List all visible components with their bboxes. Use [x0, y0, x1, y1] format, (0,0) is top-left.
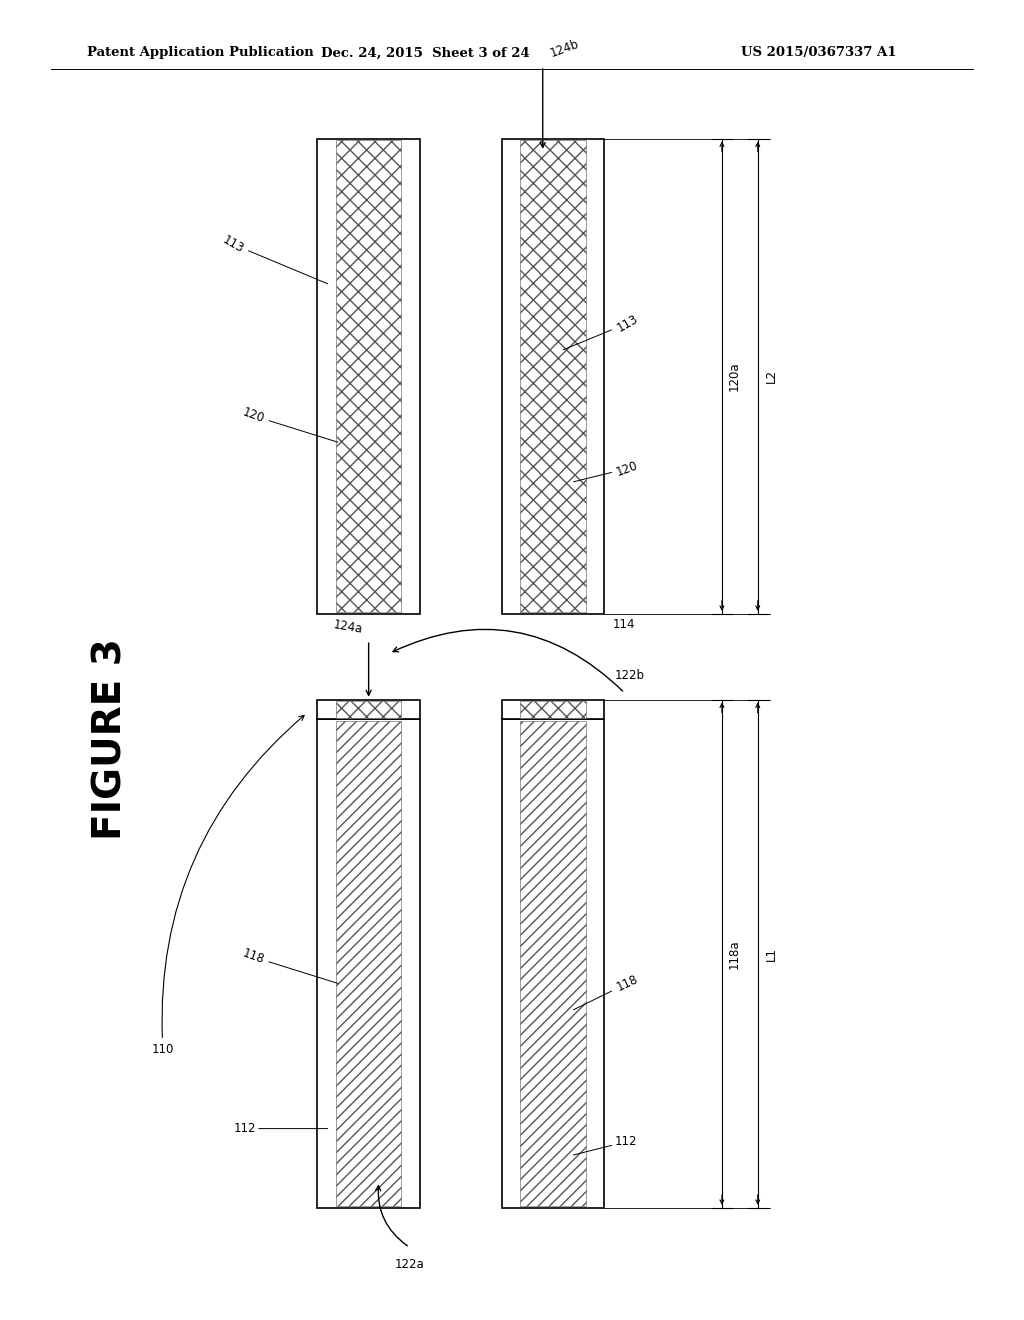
Text: 124a: 124a	[332, 618, 364, 636]
Text: 112: 112	[233, 1122, 328, 1135]
Text: Patent Application Publication: Patent Application Publication	[87, 46, 313, 59]
Text: 122a: 122a	[394, 1258, 425, 1271]
Bar	[520, 701, 586, 718]
Bar	[520, 140, 586, 612]
Bar	[520, 721, 586, 1206]
Text: 114: 114	[612, 618, 635, 631]
Text: L2: L2	[765, 370, 778, 383]
Text: 120: 120	[241, 405, 338, 442]
Text: 113: 113	[220, 232, 328, 284]
Text: 122b: 122b	[614, 669, 644, 682]
Text: US 2015/0367337 A1: US 2015/0367337 A1	[741, 46, 897, 59]
Bar	[317, 139, 420, 614]
Text: L1: L1	[765, 946, 778, 961]
Text: 124b: 124b	[548, 37, 581, 59]
Text: FIGURE 3: FIGURE 3	[91, 639, 130, 840]
Text: Dec. 24, 2015  Sheet 3 of 24: Dec. 24, 2015 Sheet 3 of 24	[321, 46, 529, 59]
Bar	[336, 721, 401, 1206]
Bar	[336, 140, 401, 612]
Text: 118: 118	[573, 973, 640, 1010]
Bar	[502, 139, 604, 614]
Text: 118a: 118a	[728, 939, 741, 969]
Text: 120: 120	[573, 458, 640, 482]
Bar	[502, 719, 604, 1208]
Bar	[317, 700, 420, 719]
Bar	[317, 719, 420, 1208]
Bar	[502, 700, 604, 719]
FancyArrowPatch shape	[393, 630, 623, 692]
Text: 110: 110	[152, 715, 304, 1056]
Text: 120a: 120a	[728, 362, 741, 391]
Text: 112: 112	[573, 1135, 637, 1155]
Text: 113: 113	[563, 312, 640, 350]
Text: 118: 118	[241, 946, 338, 983]
Bar	[336, 701, 401, 718]
